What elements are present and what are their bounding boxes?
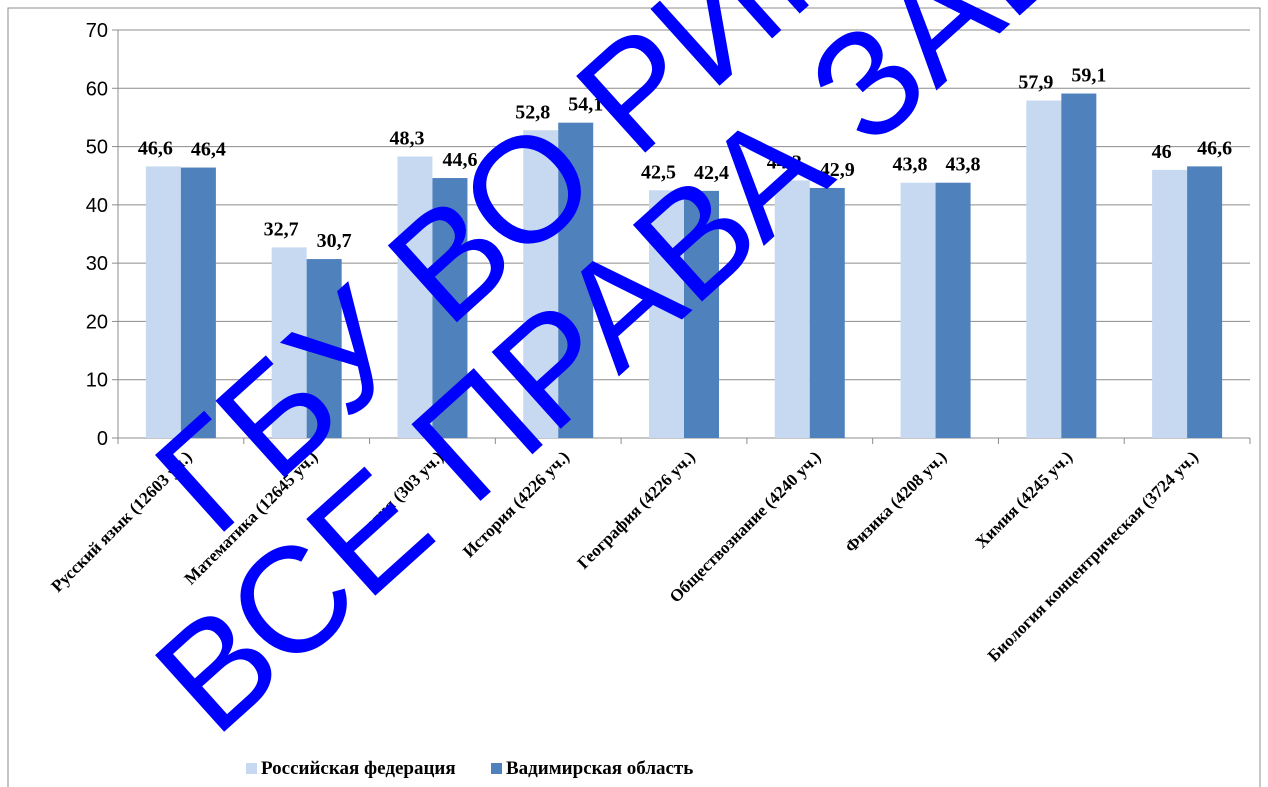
data-label: 44,2 [767, 151, 802, 173]
bar-region [1187, 166, 1223, 439]
data-label: 46 [1152, 141, 1172, 163]
data-label: 32,7 [264, 218, 299, 240]
bar-rf [397, 156, 433, 439]
bar-region [432, 178, 468, 438]
bar-region [1061, 93, 1097, 438]
y-tick-label: 70 [86, 20, 108, 42]
y-tick-label: 10 [86, 370, 108, 392]
data-label: 46,6 [138, 137, 173, 159]
data-label: 43,8 [946, 154, 981, 176]
chart-border [7, 7, 1261, 787]
legend: Российская федерация Вадимирская область [246, 758, 693, 779]
bar-region [306, 259, 342, 438]
y-tick-label: 0 [97, 428, 108, 450]
legend-swatch [491, 763, 502, 774]
bar-rf [271, 247, 307, 438]
bar-region [684, 190, 719, 438]
data-label: 42,5 [641, 161, 676, 183]
y-tick-label: 50 [86, 137, 108, 159]
data-labels: 46,6 46,4 32,7 30,7 48,3 44,6 52,8 54,1 42,5 42,4… [138, 65, 1232, 253]
data-label: 46,6 [1197, 137, 1232, 159]
bar-rf [774, 180, 810, 438]
bars [145, 93, 1223, 439]
y-tick-label: 30 [86, 253, 108, 275]
bar-region [558, 122, 594, 438]
legend-swatch [246, 763, 257, 774]
bar-region [809, 187, 845, 438]
legend-label: Вадимирская область [506, 758, 693, 779]
y-tick-label: 60 [86, 78, 108, 100]
bar-rf [145, 166, 181, 439]
watermark: ГБУ ВО РИМЦ ВСЕ ПРАВА ЗАЩ [124, 0, 1136, 764]
x-tick-label: География (4226 уч.) [574, 447, 699, 572]
data-label: 30,7 [317, 230, 352, 252]
data-label: 42,4 [694, 162, 729, 184]
data-label: 59,1 [1071, 65, 1106, 87]
y-tick-labels: 0 10 20 30 40 50 60 70 [86, 20, 108, 450]
bar-region [935, 182, 971, 438]
data-label: 52,8 [515, 101, 550, 123]
legend-label: Российская федерация [261, 758, 456, 779]
data-label: 42,9 [820, 159, 855, 181]
bar-rf [649, 190, 684, 438]
bar-rf [900, 182, 936, 438]
x-tick-label: Биология концентрическая (3724 уч.) [984, 447, 1202, 665]
x-tick-label: Физика (4208 уч.) [841, 447, 950, 556]
bar-rf [523, 130, 559, 438]
bar-region [180, 167, 216, 438]
data-label: 48,3 [389, 127, 424, 149]
data-label: 44,6 [442, 149, 477, 171]
x-tick-label: Обществознание (4240 уч.) [666, 447, 825, 606]
data-label: 43,8 [893, 154, 928, 176]
bar-rf [1152, 169, 1188, 438]
data-label: 54,1 [568, 94, 603, 116]
y-tick-label: 20 [86, 311, 108, 333]
data-label: 57,9 [1018, 72, 1053, 94]
bar-rf [1026, 100, 1062, 439]
y-tick-label: 40 [86, 195, 108, 217]
x-tick-label: Химия (4245 уч.) [972, 447, 1077, 552]
data-label: 46,4 [191, 139, 226, 161]
